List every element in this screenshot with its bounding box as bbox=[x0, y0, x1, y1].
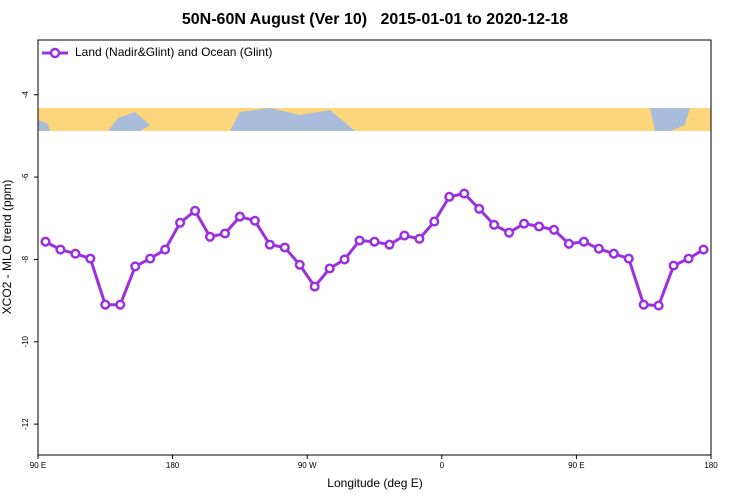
data-point bbox=[399, 230, 410, 241]
data-point bbox=[264, 239, 275, 250]
data-point bbox=[563, 238, 574, 249]
data-point bbox=[55, 244, 66, 255]
data-point bbox=[533, 221, 545, 232]
data-point bbox=[85, 253, 96, 264]
data-point bbox=[593, 243, 604, 254]
data-point bbox=[668, 260, 679, 271]
data-point bbox=[638, 299, 649, 310]
y-tick-label: -10 bbox=[21, 335, 30, 347]
data-point bbox=[578, 236, 589, 247]
data-point bbox=[698, 244, 709, 255]
legend: Land (Nadir&Glint) and Ocean (Glint) bbox=[42, 45, 272, 59]
data-point bbox=[548, 224, 560, 235]
data-point bbox=[474, 203, 485, 214]
x-tick-label: 180 bbox=[704, 461, 718, 470]
legend-label: Land (Nadir&Glint) and Ocean (Glint) bbox=[75, 45, 272, 59]
data-point bbox=[115, 299, 126, 310]
x-tick-label: 180 bbox=[166, 461, 180, 470]
y-tick-label: -4 bbox=[21, 91, 30, 99]
data-point bbox=[100, 299, 111, 310]
data-point bbox=[130, 261, 141, 272]
map-water bbox=[38, 120, 50, 131]
data-point bbox=[160, 244, 171, 255]
data-point bbox=[459, 188, 470, 199]
map-water bbox=[108, 112, 150, 131]
map-water bbox=[230, 108, 355, 131]
legend-marker bbox=[49, 47, 61, 59]
x-tick-label: 90 E bbox=[568, 461, 584, 470]
x-tick-label: 90 E bbox=[30, 461, 46, 470]
data-point bbox=[489, 219, 500, 230]
y-tick-label: -12 bbox=[21, 418, 30, 430]
x-tick-label: 90 W bbox=[298, 461, 317, 470]
data-point bbox=[339, 254, 350, 265]
data-point bbox=[653, 300, 664, 311]
data-point bbox=[444, 191, 455, 202]
data-point bbox=[519, 218, 530, 229]
data-point bbox=[309, 281, 320, 292]
series-line bbox=[44, 191, 705, 308]
data-point bbox=[623, 253, 634, 264]
data-point bbox=[204, 231, 216, 242]
data-point bbox=[70, 248, 81, 259]
data-point bbox=[219, 228, 230, 239]
y-tick-label: -6 bbox=[21, 173, 30, 181]
data-point bbox=[234, 211, 245, 222]
plot-frame bbox=[37, 39, 712, 456]
data-point bbox=[504, 227, 515, 238]
data-point bbox=[608, 248, 619, 259]
data-point bbox=[414, 233, 425, 244]
y-axis-label: XCO2 - MLO trend (ppm) bbox=[0, 180, 14, 315]
data-point bbox=[249, 215, 260, 226]
x-axis-label: Longitude (deg E) bbox=[327, 476, 422, 490]
data-point bbox=[429, 216, 440, 227]
map-strip bbox=[38, 108, 711, 131]
data-point bbox=[145, 253, 156, 264]
x-tick-label: 0 bbox=[440, 461, 445, 470]
data-point bbox=[324, 263, 335, 274]
data-point bbox=[40, 236, 51, 247]
map-water bbox=[650, 108, 690, 131]
chart-title: 50N-60N August (Ver 10) 2015-01-01 to 20… bbox=[182, 11, 568, 28]
y-tick-label: -8 bbox=[21, 255, 30, 263]
data-point bbox=[369, 236, 380, 247]
map-land bbox=[38, 108, 711, 131]
data-point bbox=[189, 205, 201, 216]
data-point bbox=[175, 217, 186, 228]
data-point bbox=[294, 259, 305, 270]
data-point bbox=[384, 239, 395, 250]
data-point bbox=[279, 242, 290, 253]
data-point bbox=[683, 253, 694, 264]
data-point bbox=[354, 235, 365, 246]
